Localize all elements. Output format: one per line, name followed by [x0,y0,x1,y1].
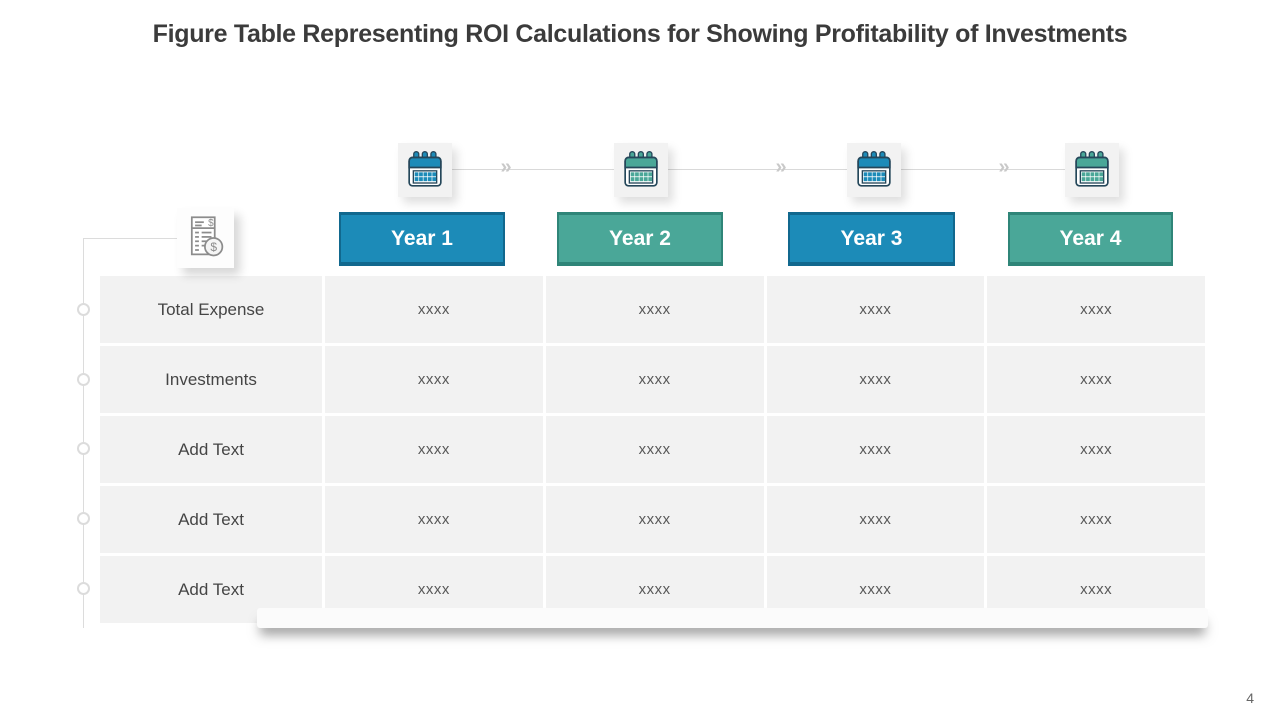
calendar-icon [1075,150,1109,187]
row-label: Add Text [100,486,322,553]
row-marker-circle [77,373,90,386]
row-marker-circle [77,303,90,316]
table-cell: xxxx [325,346,543,413]
table-cell: xxxx [325,276,543,343]
row-label: Investments [100,346,322,413]
row-marker-circle [77,512,90,525]
calendar-milestone-year-1 [398,143,452,197]
calendar-icon [408,150,442,187]
table-cell: xxxx [987,346,1205,413]
row-label: Add Text [100,416,322,483]
year-2-header-button[interactable]: Year 2 [557,212,723,266]
row-label: Total Expense [100,276,322,343]
calendar-milestone-year-2 [614,143,668,197]
table-cell: xxxx [987,416,1205,483]
calendar-icon [624,150,658,187]
timeline-line [452,169,614,170]
year-3-header-button[interactable]: Year 3 [788,212,955,266]
roi-table: Total Expense xxxx xxxx xxxx xxxx Invest… [100,276,1205,623]
table-cell: xxxx [325,486,543,553]
table-cell: xxxx [545,416,764,483]
table-corner-icon-box [177,208,234,268]
row-label: Add Text [100,556,322,623]
guide-line-vertical [83,238,84,628]
double-chevron-right-icon: » [500,156,511,178]
table-cell: xxxx [766,346,985,413]
table-cell: xxxx [987,276,1205,343]
year-4-header-button[interactable]: Year 4 [1008,212,1173,266]
calendar-milestone-year-3 [847,143,901,197]
invoice-calculator-icon [190,216,223,257]
calendar-milestone-year-4 [1065,143,1119,197]
table-cell: xxxx [766,416,985,483]
table-cell: xxxx [766,276,985,343]
page-number: 4 [1246,690,1254,706]
table-base-shadow [257,608,1208,628]
row-marker-circle [77,582,90,595]
double-chevron-right-icon: » [998,156,1009,178]
timeline-line [901,169,1065,170]
table-cell: xxxx [987,486,1205,553]
calendar-icon [857,150,891,187]
table-cell: xxxx [545,346,764,413]
year-1-header-button[interactable]: Year 1 [339,212,505,266]
guide-line-horizontal [83,238,177,239]
double-chevron-right-icon: » [775,156,786,178]
page-title: Figure Table Representing ROI Calculatio… [152,20,1128,48]
table-cell: xxxx [545,276,764,343]
timeline-line [668,169,847,170]
table-cell: xxxx [545,486,764,553]
row-marker-circle [77,442,90,455]
table-cell: xxxx [766,486,985,553]
table-cell: xxxx [325,416,543,483]
